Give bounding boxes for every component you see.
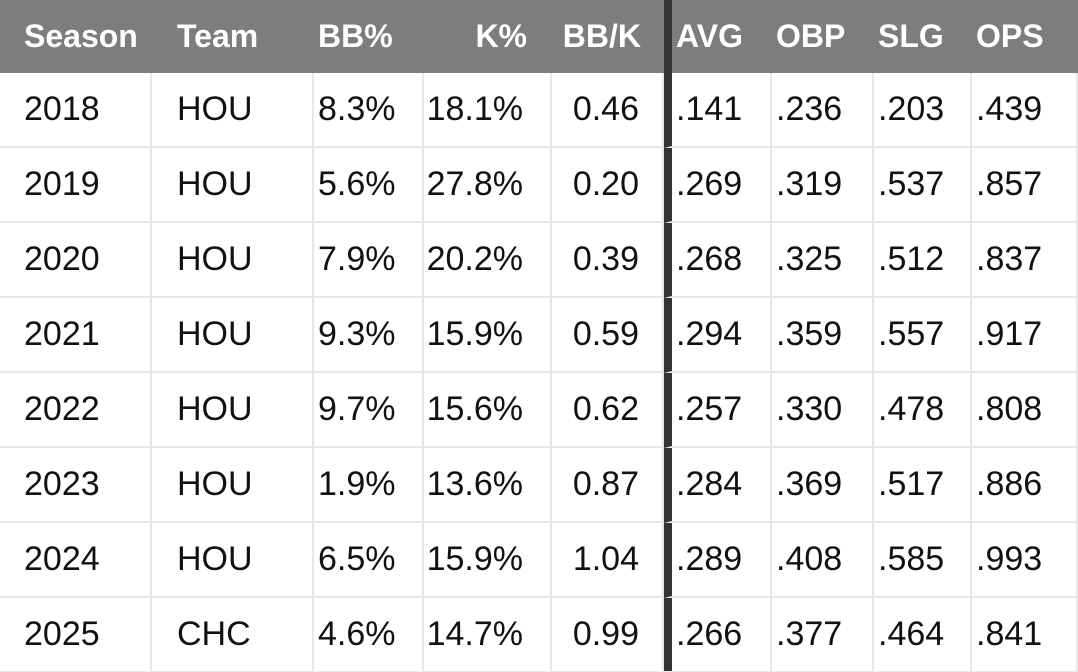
table-row: 2018 HOU 8.3% 18.1% 0.46.141.236.203.439 <box>0 73 1078 148</box>
cell-season: 2023 <box>0 448 152 523</box>
cell-ops: .439 <box>972 73 1078 148</box>
cell-season: 2025 <box>0 598 152 671</box>
cell-bb-k: 0.59 <box>552 298 664 373</box>
table-row: 2023 HOU 1.9% 13.6% 0.87.284.369.517.886 <box>0 448 1078 523</box>
cell-k-pct: 14.7% <box>424 598 552 671</box>
cell-avg: .294 <box>664 298 772 373</box>
cell-obp: .236 <box>772 73 874 148</box>
column-header-ops: OPS <box>972 0 1078 73</box>
cell-ops: .917 <box>972 298 1078 373</box>
table-row: 2020 HOU 7.9% 20.2% 0.39.268.325.512.837 <box>0 223 1078 298</box>
cell-slg: .517 <box>874 448 972 523</box>
cell-slg: .478 <box>874 373 972 448</box>
cell-avg: .289 <box>664 523 772 598</box>
cell-season: 2022 <box>0 373 152 448</box>
cell-bb-k: 1.04 <box>552 523 664 598</box>
cell-team: HOU <box>152 148 314 223</box>
table-body: 2018 HOU 8.3% 18.1% 0.46.141.236.203.439 2019… <box>0 73 1078 671</box>
header-row: Season Team BB% K% BB/K AVG OBP SLG OPS <box>0 0 1078 73</box>
cell-slg: .557 <box>874 298 972 373</box>
cell-team: HOU <box>152 298 314 373</box>
cell-season: 2018 <box>0 73 152 148</box>
cell-team: HOU <box>152 223 314 298</box>
table-row: 2025 CHC 4.6% 14.7% 0.99.266.377.464.841 <box>0 598 1078 671</box>
cell-ops: .808 <box>972 373 1078 448</box>
cell-team: HOU <box>152 373 314 448</box>
cell-bb-pct: 5.6% <box>314 148 424 223</box>
cell-obp: .330 <box>772 373 874 448</box>
cell-obp: .408 <box>772 523 874 598</box>
cell-avg: .266 <box>664 598 772 671</box>
column-header-team: Team <box>152 0 314 73</box>
cell-obp: .319 <box>772 148 874 223</box>
table-row: 2021 HOU 9.3% 15.9% 0.59.294.359.557.917 <box>0 298 1078 373</box>
cell-bb-k: 0.46 <box>552 73 664 148</box>
cell-k-pct: 15.9% <box>424 298 552 373</box>
cell-bb-k: 0.39 <box>552 223 664 298</box>
cell-k-pct: 20.2% <box>424 223 552 298</box>
cell-bb-k: 0.87 <box>552 448 664 523</box>
cell-k-pct: 18.1% <box>424 73 552 148</box>
cell-bb-pct: 4.6% <box>314 598 424 671</box>
cell-team: CHC <box>152 598 314 671</box>
cell-slg: .585 <box>874 523 972 598</box>
cell-slg: .512 <box>874 223 972 298</box>
cell-bb-k: 0.62 <box>552 373 664 448</box>
cell-ops: .841 <box>972 598 1078 671</box>
cell-bb-pct: 9.7% <box>314 373 424 448</box>
cell-bb-pct: 9.3% <box>314 298 424 373</box>
cell-obp: .325 <box>772 223 874 298</box>
table-row: 2022 HOU 9.7% 15.6% 0.62.257.330.478.808 <box>0 373 1078 448</box>
table-row: 2019 HOU 5.6% 27.8% 0.20.269.319.537.857 <box>0 148 1078 223</box>
cell-season: 2021 <box>0 298 152 373</box>
column-header-bb-k: BB/K <box>552 0 664 73</box>
cell-bb-pct: 1.9% <box>314 448 424 523</box>
column-header-slg: SLG <box>874 0 972 73</box>
cell-k-pct: 15.6% <box>424 373 552 448</box>
cell-season: 2024 <box>0 523 152 598</box>
cell-team: HOU <box>152 73 314 148</box>
cell-avg: .269 <box>664 148 772 223</box>
cell-obp: .359 <box>772 298 874 373</box>
cell-bb-pct: 8.3% <box>314 73 424 148</box>
cell-avg: .284 <box>664 448 772 523</box>
cell-slg: .203 <box>874 73 972 148</box>
column-header-season: Season <box>0 0 152 73</box>
cell-avg: .141 <box>664 73 772 148</box>
cell-bb-pct: 7.9% <box>314 223 424 298</box>
cell-slg: .537 <box>874 148 972 223</box>
cell-season: 2019 <box>0 148 152 223</box>
column-header-avg: AVG <box>664 0 772 73</box>
cell-k-pct: 15.9% <box>424 523 552 598</box>
cell-bb-k: 0.99 <box>552 598 664 671</box>
table-row: 2024 HOU 6.5% 15.9% 1.04.289.408.585.993 <box>0 523 1078 598</box>
cell-team: HOU <box>152 448 314 523</box>
cell-ops: .837 <box>972 223 1078 298</box>
column-header-k-pct: K% <box>424 0 552 73</box>
cell-ops: .857 <box>972 148 1078 223</box>
cell-k-pct: 27.8% <box>424 148 552 223</box>
cell-slg: .464 <box>874 598 972 671</box>
cell-season: 2020 <box>0 223 152 298</box>
column-header-bb-pct: BB% <box>314 0 424 73</box>
cell-ops: .886 <box>972 448 1078 523</box>
cell-avg: .268 <box>664 223 772 298</box>
cell-team: HOU <box>152 523 314 598</box>
cell-avg: .257 <box>664 373 772 448</box>
cell-bb-pct: 6.5% <box>314 523 424 598</box>
cell-obp: .377 <box>772 598 874 671</box>
cell-obp: .369 <box>772 448 874 523</box>
column-header-obp: OBP <box>772 0 874 73</box>
cell-k-pct: 13.6% <box>424 448 552 523</box>
cell-bb-k: 0.20 <box>552 148 664 223</box>
cell-ops: .993 <box>972 523 1078 598</box>
